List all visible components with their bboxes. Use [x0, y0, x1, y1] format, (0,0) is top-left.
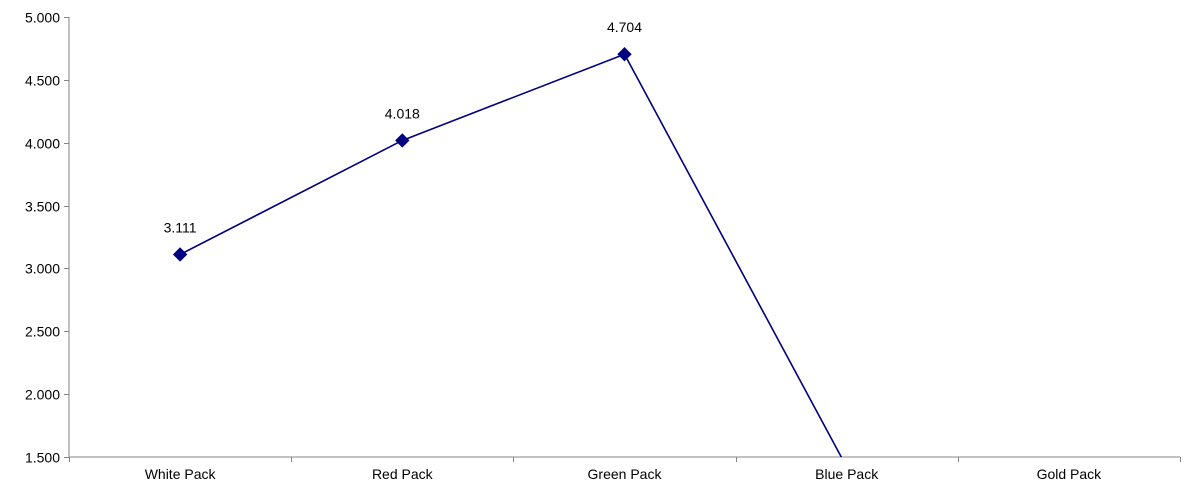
y-tick-label: 2.500 [25, 324, 60, 340]
x-axis: White Pack Red Pack Green Pack Blue Pack Gol… [69, 457, 1181, 482]
y-axis: 1.500 2.000 2.500 3.000 3.500 4.000 4.500 5.000 [25, 10, 69, 466]
data-point-marker [617, 47, 632, 62]
y-tick-label: 1.500 [25, 450, 60, 466]
y-tick-label: 4.000 [25, 136, 60, 152]
x-tick-label: Gold Pack [1037, 466, 1103, 482]
x-tick-label: Green Pack [588, 466, 663, 482]
x-tick-label: Red Pack [372, 466, 434, 482]
data-label: 4.704 [607, 19, 642, 35]
y-tick-label: 3.500 [25, 199, 60, 215]
y-tick-label: 2.000 [25, 387, 60, 403]
axes [68, 17, 1180, 458]
data-label: 3.111 [164, 219, 197, 235]
y-tick-label: 5.000 [25, 10, 60, 26]
data-point-marker [172, 247, 188, 262]
series-line [179, 53, 843, 457]
x-tick-label: White Pack [145, 466, 217, 482]
series-area: 3.111 4.018 4.704 [164, 19, 843, 457]
y-tick-label: 4.500 [25, 73, 60, 89]
x-tick-label: Blue Pack [815, 466, 879, 482]
data-label: 4.018 [385, 105, 420, 121]
data-point-marker [395, 133, 410, 148]
y-tick-label: 3.000 [25, 261, 60, 277]
